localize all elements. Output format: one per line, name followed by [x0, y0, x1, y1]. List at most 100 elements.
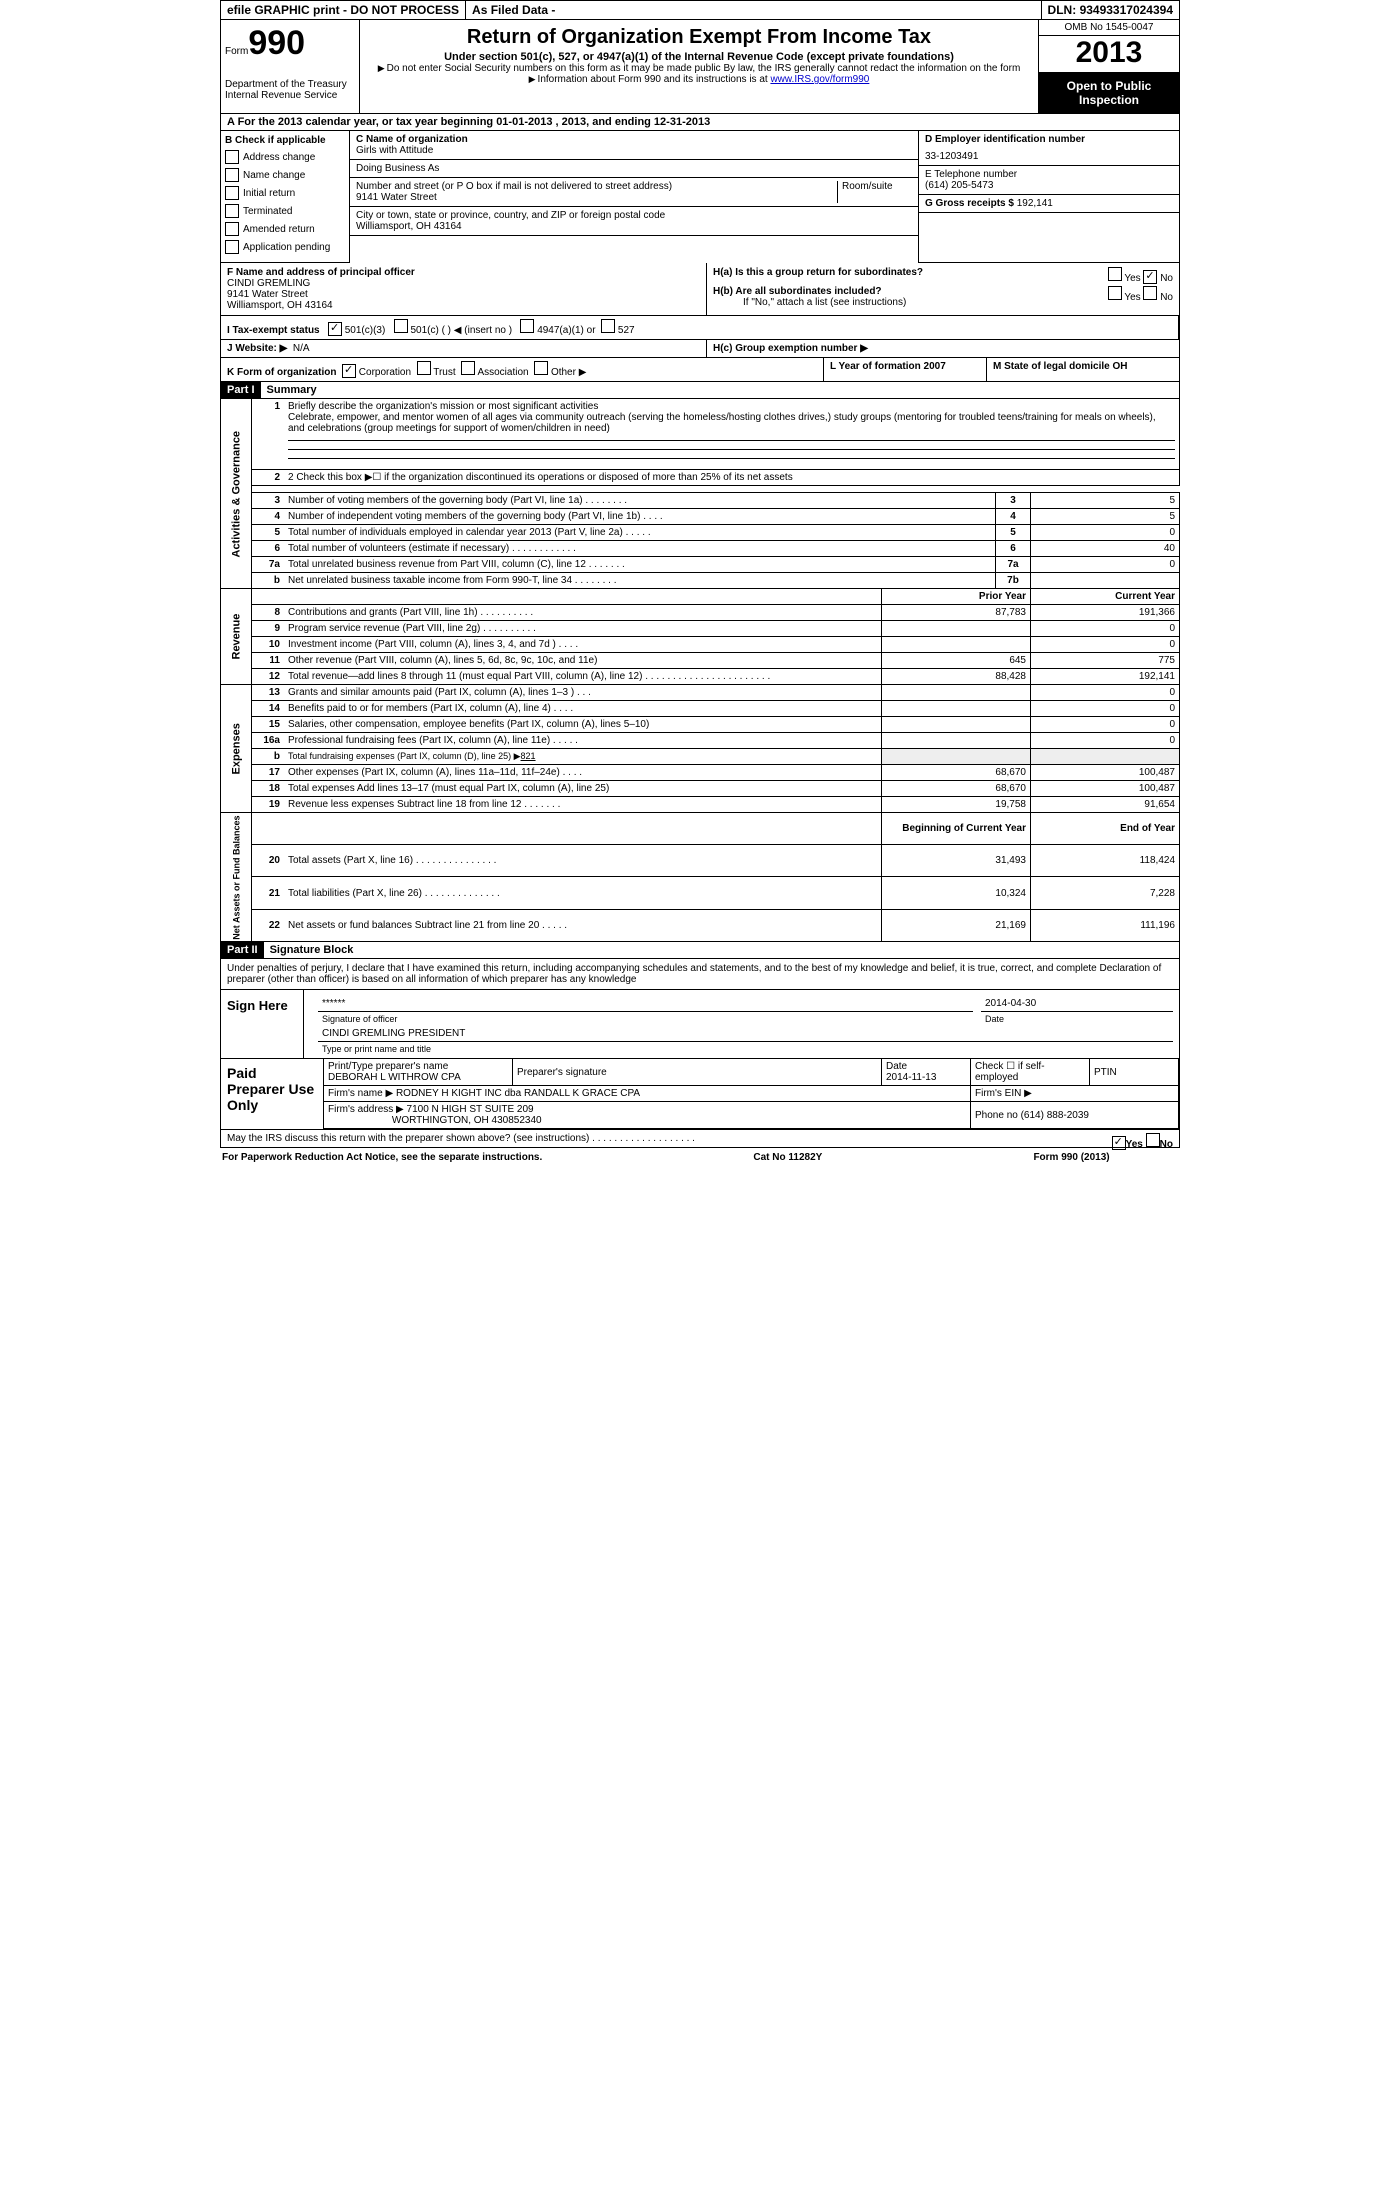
line2-discontinued: 2 Check this box ▶☐ if the organization …	[284, 470, 1180, 486]
preparer-signature[interactable]: Preparer's signature	[513, 1059, 882, 1086]
website: N/A	[293, 343, 310, 354]
table-row: 10Investment income (Part VIII, column (…	[221, 637, 1180, 653]
dln-value: 93493317024394	[1080, 3, 1173, 17]
catalog-number: Cat No 11282Y	[753, 1152, 822, 1163]
chk-initial-return[interactable]: Initial return	[225, 186, 345, 200]
table-row: Expenses 13Grants and similar amounts pa…	[221, 685, 1180, 701]
table-row: 9Program service revenue (Part VIII, lin…	[221, 621, 1180, 637]
firm-ein: Firm's EIN ▶	[971, 1086, 1179, 1102]
table-row: 15Salaries, other compensation, employee…	[221, 717, 1180, 733]
note-ssn: Do not enter Social Security numbers on …	[387, 63, 1021, 74]
paid-preparer-box: Paid Preparer Use Only Print/Type prepar…	[220, 1059, 1180, 1130]
table-row: 18Total expenses Add lines 13–17 (must e…	[221, 781, 1180, 797]
f-h-row: F Name and address of principal officer …	[220, 263, 1180, 316]
part1-ag-table: Activities & Governance 1 1 Briefly desc…	[220, 399, 1180, 589]
chk-terminated[interactable]: Terminated	[225, 204, 345, 218]
table-row: 6Total number of volunteers (estimate if…	[221, 541, 1180, 557]
mission-text: Celebrate, empower, and mentor women of …	[288, 412, 1156, 434]
asfiled-label: As Filed Data -	[465, 1, 1042, 19]
part1-netassets-table: Net Assets or Fund Balances Beginning of…	[220, 813, 1180, 942]
form-footer-label: Form 990 (2013)	[1033, 1152, 1109, 1163]
table-row: 22Net assets or fund balances Subtract l…	[221, 909, 1180, 941]
preparer-name: DEBORAH L WITHROW CPA	[328, 1072, 508, 1083]
header-left: Form990 Department of the Treasury Inter…	[221, 20, 360, 113]
table-row: 5Total number of individuals employed in…	[221, 525, 1180, 541]
org-city: Williamsport, OH 43164	[356, 221, 912, 232]
part-ii-header: Part II Signature Block	[220, 942, 1180, 959]
efile-label: efile GRAPHIC print - DO NOT PROCESS	[221, 1, 465, 19]
table-row: 8Contributions and grants (Part VIII, li…	[221, 605, 1180, 621]
row-i-tax-exempt: I Tax-exempt status 501(c)(3) 501(c) ( )…	[220, 316, 1180, 340]
chk-app-pending[interactable]: Application pending	[225, 240, 345, 254]
prior-year-hdr: Prior Year	[882, 589, 1031, 605]
open-inspection: Open to Public Inspection	[1039, 73, 1179, 113]
gross-receipts: G Gross receipts $ 192,141	[919, 195, 1179, 213]
dba-label: Doing Business As	[350, 160, 918, 178]
chk-name-change[interactable]: Name change	[225, 168, 345, 182]
org-street: 9141 Water Street	[356, 192, 837, 203]
dln-label: DLN: 93493317024394	[1042, 1, 1179, 19]
firm-name: RODNEY H KIGHT INC dba RANDALL K GRACE C…	[396, 1088, 640, 1099]
table-row: 4Number of independent voting members of…	[221, 509, 1180, 525]
table-row: bTotal fundraising expenses (Part IX, co…	[221, 749, 1180, 765]
state-domicile: M State of legal domicile OH	[993, 361, 1127, 372]
sign-here-box: Sign Here ****** Signature of officer 20…	[220, 990, 1180, 1059]
table-row: 12Total revenue—add lines 8 through 11 (…	[221, 669, 1180, 685]
ein: 33-1203491	[925, 151, 1173, 162]
side-revenue: Revenue	[221, 589, 252, 685]
table-row: 3Number of voting members of the governi…	[221, 493, 1180, 509]
col-c-org: C Name of organization Girls with Attitu…	[350, 131, 918, 263]
telephone: (614) 205-5473	[925, 180, 1173, 191]
table-row: 21Total liabilities (Part X, line 26) . …	[221, 877, 1180, 909]
form-subtitle: Under section 501(c), 527, or 4947(a)(1)…	[368, 51, 1030, 63]
table-row: 19Revenue less expenses Subtract line 18…	[221, 797, 1180, 813]
chk-address-change[interactable]: Address change	[225, 150, 345, 164]
officer-signature[interactable]: ******	[318, 998, 973, 1012]
form-title: Return of Organization Exempt From Incom…	[368, 26, 1030, 49]
irs-link[interactable]: www.IRS.gov/form990	[770, 74, 869, 85]
firm-address: 7100 N HIGH ST SUITE 209	[407, 1104, 534, 1115]
col-d-right: D Employer identification number 33-1203…	[918, 131, 1179, 263]
signature-date: 2014-04-30	[981, 998, 1173, 1012]
part1-revenue-table: Revenue Prior Year Current Year 8Contrib…	[220, 589, 1180, 685]
omb-number: OMB No 1545-0047	[1039, 20, 1179, 36]
row-j-website: J Website: ▶ N/A H(c) Group exemption nu…	[220, 340, 1180, 358]
hc-group-exemption: H(c) Group exemption number ▶	[713, 343, 868, 354]
row-k-formorg: K Form of organization Corporation Trust…	[220, 358, 1180, 382]
self-employed-check[interactable]: Check ☐ if self-employed	[971, 1059, 1090, 1086]
side-net-assets: Net Assets or Fund Balances	[221, 813, 252, 942]
chk-amended[interactable]: Amended return	[225, 222, 345, 236]
table-row: 7aTotal unrelated business revenue from …	[221, 557, 1180, 573]
page-footer: For Paperwork Reduction Act Notice, see …	[220, 1148, 1112, 1167]
org-info-grid: B Check if applicable Address change Nam…	[220, 131, 1180, 263]
officer-name: CINDI GREMLING PRESIDENT	[318, 1028, 1173, 1042]
col-b-checkboxes: B Check if applicable Address change Nam…	[221, 131, 350, 263]
begin-year-hdr: Beginning of Current Year	[882, 813, 1031, 844]
table-row: bNet unrelated business taxable income f…	[221, 573, 1180, 589]
side-activities-governance: Activities & Governance	[221, 399, 252, 589]
room-suite: Room/suite	[837, 181, 912, 203]
firm-phone: Phone no (614) 888-2039	[971, 1102, 1179, 1129]
year-formation: L Year of formation 2007	[830, 361, 946, 372]
part1-expenses-table: Expenses 13Grants and similar amounts pa…	[220, 685, 1180, 813]
preparer-date: 2014-11-13	[886, 1072, 966, 1083]
dept-treasury: Department of the Treasury	[225, 79, 355, 90]
perjury-declaration: Under penalties of perjury, I declare th…	[220, 959, 1180, 990]
table-row: 17Other expenses (Part IX, column (A), l…	[221, 765, 1180, 781]
header-middle: Return of Organization Exempt From Incom…	[360, 20, 1039, 113]
principal-officer: F Name and address of principal officer …	[221, 263, 706, 315]
table-row: 20Total assets (Part X, line 16) . . . .…	[221, 844, 1180, 876]
irs-label: Internal Revenue Service	[225, 90, 355, 101]
tax-year: 2013	[1039, 36, 1179, 73]
table-row: 14Benefits paid to or for members (Part …	[221, 701, 1180, 717]
current-year-hdr: Current Year	[1031, 589, 1180, 605]
ptin: PTIN	[1090, 1059, 1179, 1086]
table-row: 16aProfessional fundraising fees (Part I…	[221, 733, 1180, 749]
part-i-header: Part I Summary	[220, 382, 1180, 399]
irs-discuss-row: May the IRS discuss this return with the…	[220, 1130, 1180, 1148]
end-year-hdr: End of Year	[1031, 813, 1180, 844]
h-group-return: H(a) Is this a group return for subordin…	[706, 263, 1179, 315]
table-row: 11Other revenue (Part VIII, column (A), …	[221, 653, 1180, 669]
header-right: OMB No 1545-0047 2013 Open to Public Ins…	[1039, 20, 1179, 113]
form-header: Form990 Department of the Treasury Inter…	[220, 20, 1180, 114]
